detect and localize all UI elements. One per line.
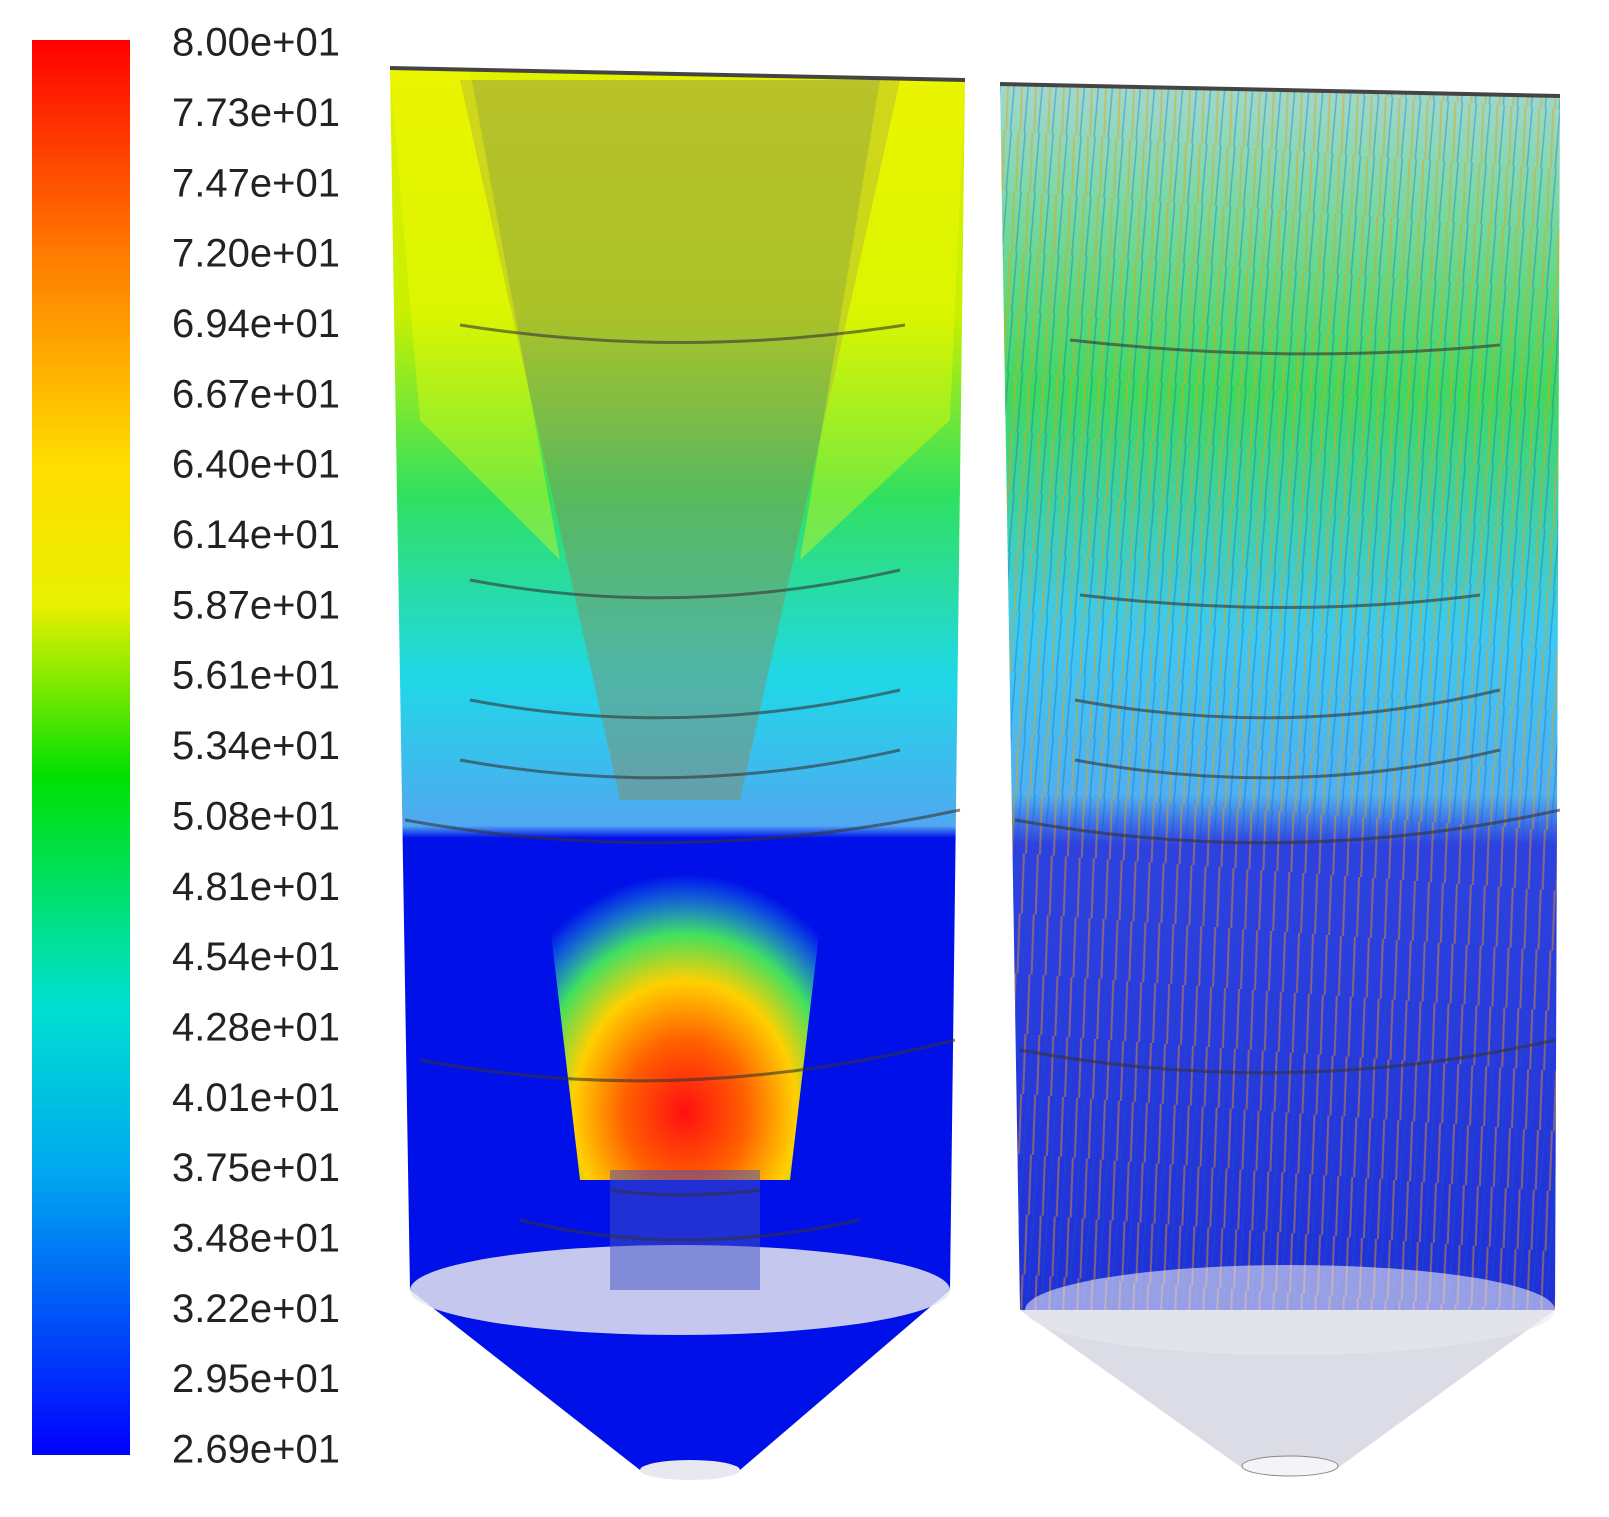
colorbar-label: 4.01e+01 xyxy=(172,1076,340,1120)
colorbar-labels: 8.00e+01 7.73e+01 7.47e+01 7.20e+01 6.94e+01… xyxy=(172,21,340,1472)
colorbar-label: 4.54e+01 xyxy=(172,935,340,979)
colorbar-label: 5.87e+01 xyxy=(172,583,340,627)
colorbar-label: 6.14e+01 xyxy=(172,513,340,557)
contour-view xyxy=(390,68,965,1480)
colorbar-label: 6.40e+01 xyxy=(172,443,340,487)
colorbar-label: 3.48e+01 xyxy=(172,1217,340,1261)
colorbar-label: 3.75e+01 xyxy=(172,1146,340,1190)
colorbar-label: 3.22e+01 xyxy=(172,1287,340,1331)
colorbar-label: 7.47e+01 xyxy=(172,161,340,205)
colorbar-label: 4.28e+01 xyxy=(172,1005,340,1049)
colorbar-label: 6.67e+01 xyxy=(172,372,340,416)
colorbar-label: 7.73e+01 xyxy=(172,91,340,135)
colorbar-label: 8.00e+01 xyxy=(172,21,340,65)
streamline-view xyxy=(1000,84,1560,1476)
colorbar-label: 5.61e+01 xyxy=(172,654,340,698)
colorbar-label: 4.81e+01 xyxy=(172,865,340,909)
colorbar-label: 5.34e+01 xyxy=(172,724,340,768)
scene: 8.00e+01 7.73e+01 7.47e+01 7.20e+01 6.94e+01… xyxy=(0,0,1609,1517)
colorbar-label: 6.94e+01 xyxy=(172,302,340,346)
colorbar-label: 2.95e+01 xyxy=(172,1357,340,1401)
colorbar-label: 2.69e+01 xyxy=(172,1428,340,1472)
colorbar-label: 7.20e+01 xyxy=(172,232,340,276)
colorbar xyxy=(32,40,130,1455)
colorbar-label: 5.08e+01 xyxy=(172,794,340,838)
